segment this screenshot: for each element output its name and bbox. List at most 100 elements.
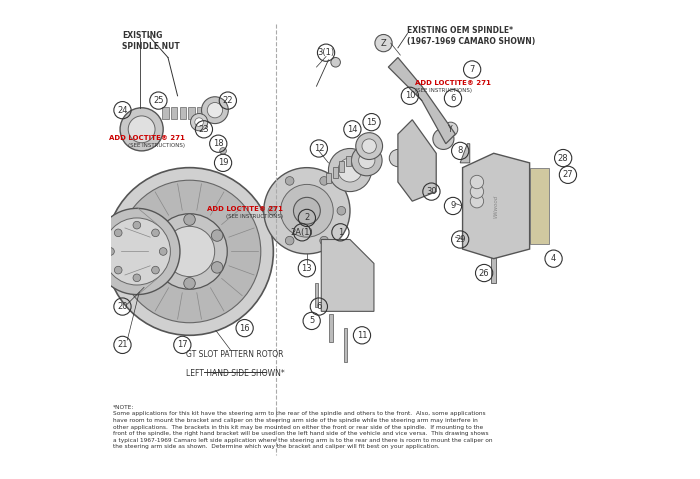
Text: 23: 23 [199,125,209,134]
Bar [344,328,347,362]
Text: 2: 2 [304,214,309,222]
Circle shape [286,236,294,245]
Text: (SEE INSTRUCTIONS): (SEE INSTRUCTIONS) [414,89,472,93]
Polygon shape [389,57,456,144]
Text: 2A(1): 2A(1) [290,228,314,237]
Circle shape [202,97,228,124]
Bar [188,106,195,118]
Text: ADD LOCTITE® 271: ADD LOCTITE® 271 [109,135,185,141]
Text: 14: 14 [347,125,358,134]
Text: 6: 6 [450,94,456,103]
Text: 10: 10 [405,91,415,100]
Circle shape [118,180,261,323]
Text: 27: 27 [563,171,573,179]
Text: 18: 18 [213,139,223,148]
Circle shape [160,248,167,255]
Text: 6: 6 [316,302,321,311]
Polygon shape [398,120,436,201]
Bar [329,314,332,342]
Bar [162,106,169,118]
Text: 28: 28 [558,154,568,162]
Polygon shape [530,168,549,244]
Text: 16: 16 [239,324,250,332]
Circle shape [389,149,407,167]
Text: 11: 11 [357,331,368,340]
Circle shape [106,168,274,335]
Circle shape [133,274,141,282]
Circle shape [293,197,321,224]
Text: 25: 25 [153,96,164,105]
Circle shape [114,266,122,274]
Circle shape [356,133,383,160]
Circle shape [433,128,454,149]
Circle shape [94,208,180,295]
Circle shape [320,236,328,245]
Circle shape [331,57,340,67]
Text: EXISTING
SPINDLE NUT: EXISTING SPINDLE NUT [122,31,180,51]
Circle shape [156,262,168,273]
Circle shape [327,291,340,303]
Text: (SEE INSTRUCTIONS): (SEE INSTRUCTIONS) [226,214,283,219]
Text: Y: Y [448,125,453,134]
Text: Wilwood: Wilwood [494,194,498,217]
Bar [332,167,337,178]
Text: 3(1): 3(1) [318,48,335,57]
Text: 22: 22 [223,96,233,105]
Text: 9: 9 [450,202,456,210]
Circle shape [133,221,141,229]
Circle shape [190,114,208,131]
Circle shape [184,278,195,289]
Circle shape [211,262,223,273]
Circle shape [120,108,163,151]
Circle shape [286,177,294,185]
Bar [180,106,186,118]
Text: ADD LOCTITE® 271: ADD LOCTITE® 271 [207,205,283,212]
Circle shape [328,148,372,192]
Circle shape [104,218,170,285]
Text: 1: 1 [338,228,343,237]
Circle shape [264,168,350,254]
Text: 8: 8 [458,147,463,155]
Bar [314,283,318,307]
Circle shape [195,118,204,126]
Circle shape [268,206,277,215]
Bar [340,161,344,172]
Circle shape [375,34,392,52]
Text: 20: 20 [117,302,127,311]
Polygon shape [463,153,530,259]
Text: 30: 30 [426,187,437,196]
Text: 13: 13 [302,264,312,273]
Text: 19: 19 [218,159,228,167]
Text: LEFT HAND SIDE SHOWN*: LEFT HAND SIDE SHOWN* [186,369,284,378]
Circle shape [358,152,375,169]
Text: 24: 24 [117,106,127,114]
Circle shape [106,248,114,255]
Circle shape [470,175,484,189]
Bar [171,106,177,118]
Text: ADD LOCTITE® 271: ADD LOCTITE® 271 [414,80,491,86]
Circle shape [362,139,377,153]
Circle shape [152,266,160,274]
Bar [346,156,351,166]
Circle shape [327,248,340,260]
Circle shape [164,227,215,277]
Circle shape [114,229,122,237]
Circle shape [320,177,328,185]
Circle shape [156,230,168,241]
Polygon shape [460,144,470,163]
Text: 12: 12 [314,144,324,153]
Text: Z: Z [381,39,386,47]
Text: 26: 26 [479,269,489,277]
Text: 4: 4 [551,254,556,263]
Circle shape [443,122,458,137]
Circle shape [220,148,226,154]
Circle shape [281,184,333,237]
Circle shape [128,116,155,143]
Text: 17: 17 [177,341,188,349]
Polygon shape [321,240,374,311]
Circle shape [470,194,484,208]
Text: *NOTE:
Some applications for this kit have the steering arm to the rear of the s: *NOTE: Some applications for this kit ha… [113,405,492,449]
Text: EXISTING OEM SPINDLE*
(1967-1969 CAMARO SHOWN): EXISTING OEM SPINDLE* (1967-1969 CAMARO … [407,26,536,46]
Circle shape [470,185,484,198]
Circle shape [152,229,160,237]
